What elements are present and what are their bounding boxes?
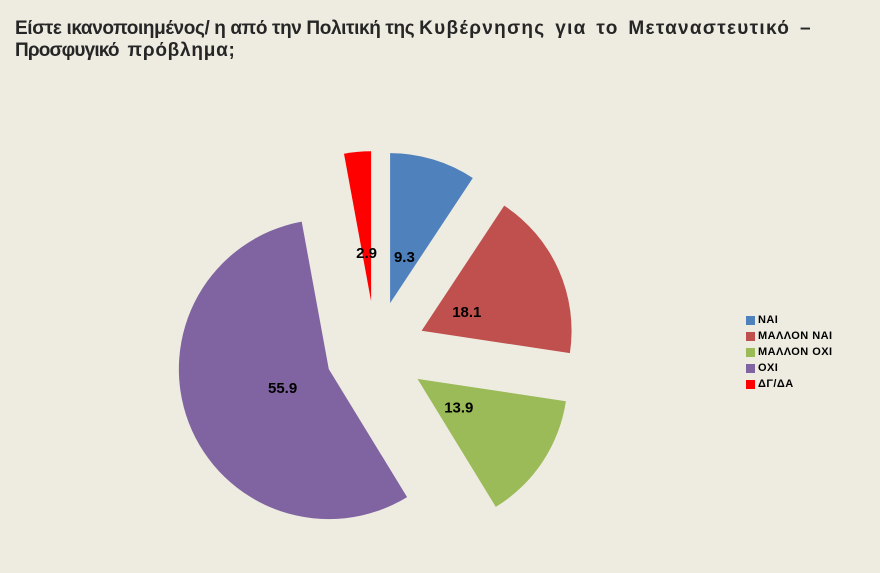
svg-text:2.9: 2.9 [356, 245, 377, 262]
svg-text:18.1: 18.1 [452, 304, 481, 321]
svg-text:13.9: 13.9 [444, 400, 473, 417]
svg-text:55.9: 55.9 [268, 380, 297, 397]
svg-text:9.3: 9.3 [394, 249, 415, 266]
